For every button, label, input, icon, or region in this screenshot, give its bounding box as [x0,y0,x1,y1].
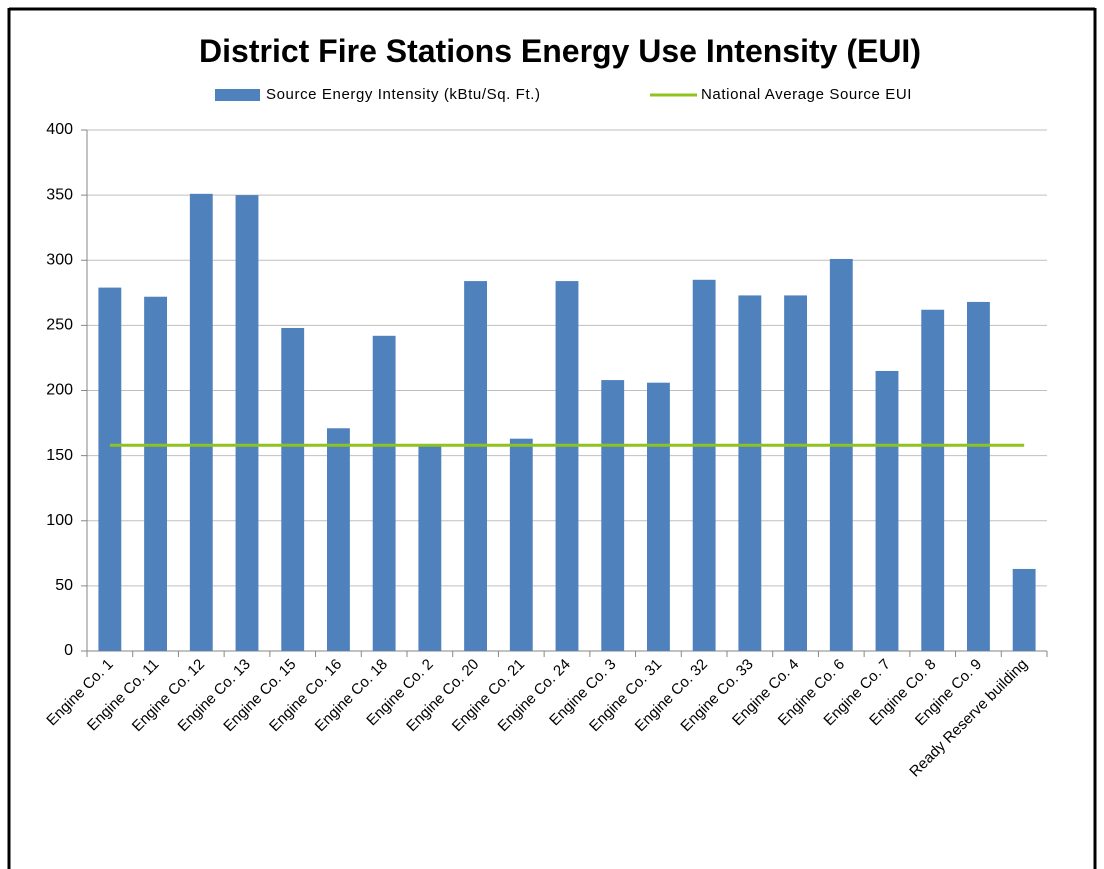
legend-label: National Average Source EUI [701,86,912,103]
bar [829,258,853,651]
bar [327,428,350,651]
y-tick-label: 0 [64,642,73,659]
y-tick-label: 150 [46,447,73,464]
y-tick-label: 350 [46,186,73,203]
chart-title: District Fire Stations Energy Use Intens… [199,33,921,69]
bar [281,327,305,651]
bar [692,279,716,651]
bar [921,309,945,651]
bar [235,195,259,651]
y-tick-label: 400 [46,121,73,138]
bar [418,445,442,651]
bar [601,380,625,651]
legend-swatch [215,89,260,101]
bar [784,295,807,651]
bar [98,287,122,651]
y-tick-label: 50 [55,577,73,594]
y-tick-label: 200 [46,382,73,399]
bar [967,301,990,651]
y-tick-label: 250 [46,317,73,334]
legend-label: Source Energy Intensity (kBtu/Sq. Ft.) [266,86,541,103]
bar [372,335,396,651]
y-tick-label: 100 [46,512,73,529]
bar [464,281,487,651]
bar [875,370,899,651]
bar [144,296,167,651]
bar [647,382,670,651]
bar [738,295,762,651]
bar [555,281,579,651]
bar [1012,568,1036,651]
bar [509,438,533,651]
bar [189,193,213,651]
y-tick-label: 300 [46,251,73,268]
